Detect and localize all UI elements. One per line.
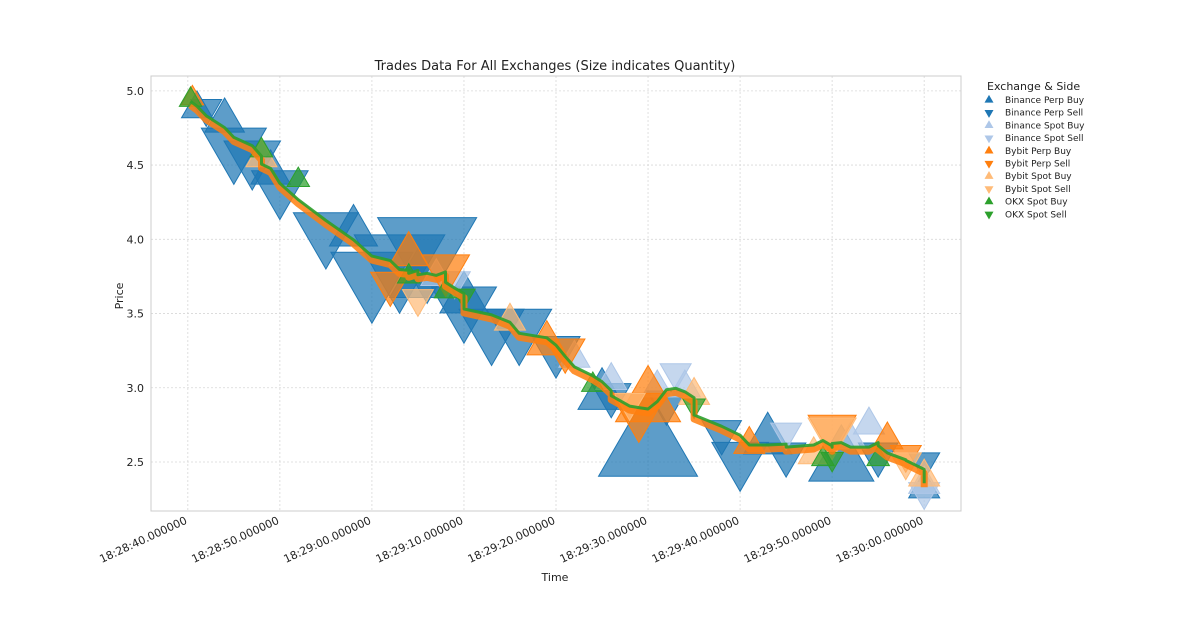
legend-marker-icon <box>984 171 994 179</box>
trade-marker <box>401 289 435 318</box>
okx-trend-line <box>189 100 926 484</box>
x-tick-label: 18:29:10.000000 <box>374 514 466 566</box>
bybit-trend-band <box>188 102 928 488</box>
x-tick-label: 18:29:40.000000 <box>650 514 742 566</box>
legend-entry-label: OKX Spot Sell <box>1005 210 1067 220</box>
series-okx-spot-buy <box>178 85 891 467</box>
legend-title: Exchange & Side <box>987 80 1080 93</box>
y-tick-label: 4.0 <box>127 233 145 246</box>
legend-marker-icon <box>984 135 994 144</box>
legend-entry-label: Bybit Perp Buy <box>1005 147 1072 157</box>
legend-marker-icon <box>984 196 994 205</box>
x-tick-label: 18:29:20.000000 <box>466 514 558 566</box>
x-tick-label: 18:28:40.000000 <box>98 514 190 566</box>
y-axis-ticks: 2.5 3.0 3.5 4.0 4.5 5.0 <box>127 85 145 469</box>
x-tick-label: 18:29:50.000000 <box>742 514 834 566</box>
legend-marker-icon <box>984 110 994 118</box>
legend: Exchange & Side Binance Perp BuyBinance … <box>984 80 1085 220</box>
series-bybit-perp-buy <box>180 84 904 454</box>
trade-marker <box>807 417 858 461</box>
legend-marker-icon <box>984 94 994 103</box>
series-binance-spot-sell <box>438 271 941 511</box>
trade-markers <box>178 84 941 511</box>
plot-frame <box>150 75 962 512</box>
y-axis-label: Price <box>113 282 126 309</box>
legend-marker-icon <box>984 211 994 220</box>
y-tick-label: 4.5 <box>127 159 145 172</box>
y-tick-label: 3.0 <box>127 382 145 395</box>
legend-entry-label: Binance Perp Sell <box>1005 109 1083 119</box>
y-tick-label: 5.0 <box>127 85 145 98</box>
legend-marker-icon <box>984 186 994 195</box>
legend-entry-label: OKX Spot Buy <box>1005 198 1068 208</box>
legend-marker-icon <box>984 145 994 154</box>
trade-marker <box>286 166 311 188</box>
legend-entry-label: Bybit Spot Buy <box>1005 172 1072 182</box>
legend-marker-icon <box>984 160 994 169</box>
x-tick-label: 18:29:30.000000 <box>558 514 650 566</box>
legend-items: Binance Perp Buy Binance Perp Sell Binance… <box>984 94 1085 220</box>
trade-marker <box>597 389 699 477</box>
legend-marker-icon <box>984 120 994 129</box>
x-tick-label: 18:29:00.000000 <box>282 514 374 566</box>
x-tick-label: 18:28:50.000000 <box>190 514 282 566</box>
trade-marker <box>659 363 693 392</box>
x-axis-ticks: 18:28:40.000000 18:28:50.000000 18:29:00.0… <box>98 514 926 566</box>
x-tick-label: 18:30:00.000000 <box>834 514 926 566</box>
chart-title: Trades Data For All Exchanges (Size indi… <box>374 59 736 74</box>
trade-marker <box>852 406 886 435</box>
legend-entry-label: Binance Spot Buy <box>1005 121 1085 131</box>
y-tick-label: 2.5 <box>127 456 145 469</box>
x-axis-label: Time <box>541 571 569 584</box>
y-tick-label: 3.5 <box>127 308 145 321</box>
trade-marker <box>292 212 360 271</box>
legend-entry-label: Binance Perp Buy <box>1005 96 1085 106</box>
legend-entry-label: Binance Spot Sell <box>1005 134 1084 144</box>
legend-entry-label: Bybit Spot Sell <box>1005 185 1071 195</box>
legend-entry-label: Bybit Perp Sell <box>1005 160 1070 170</box>
trade-trend-band <box>188 100 928 488</box>
trade-marker <box>769 422 803 452</box>
